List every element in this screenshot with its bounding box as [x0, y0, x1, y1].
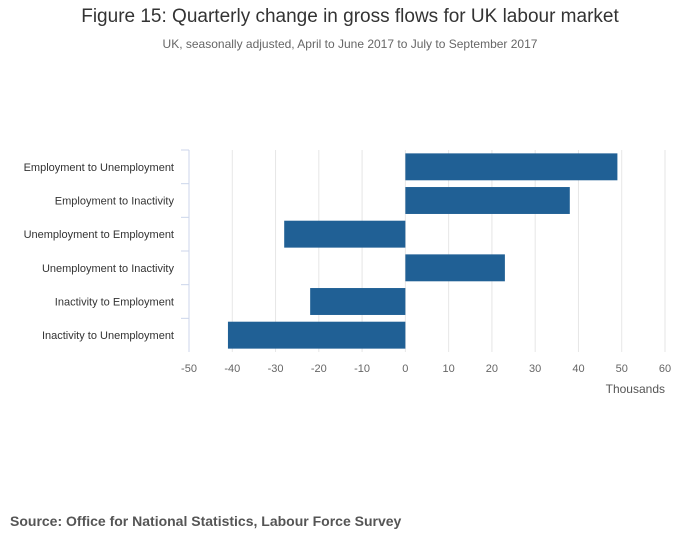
- chart-title: Figure 15: Quarterly change in gross flo…: [81, 6, 619, 27]
- x-tick-label: 60: [659, 363, 671, 375]
- category-label: Inactivity to Unemployment: [42, 330, 174, 342]
- x-tick-label: 30: [529, 363, 541, 375]
- x-tick-label: -10: [354, 363, 370, 375]
- category-label: Employment to Unemployment: [24, 162, 174, 174]
- category-label: Unemployment to Employment: [24, 229, 174, 241]
- x-tick-label: -40: [224, 363, 240, 375]
- bar[interactable]: [405, 153, 618, 181]
- bar-layer: [227, 153, 618, 349]
- chart-subtitle: UK, seasonally adjusted, April to June 2…: [162, 37, 538, 51]
- label-layer: -50 -40 -30 -20 -10 0 10 20 30 40 50 60 Employment t…: [24, 162, 672, 396]
- x-tick-label: 40: [572, 363, 584, 375]
- x-tick-label: 20: [486, 363, 498, 375]
- bar[interactable]: [284, 220, 406, 248]
- bar[interactable]: [227, 321, 406, 349]
- bar[interactable]: [405, 187, 570, 214]
- x-tick-label: -50: [181, 363, 197, 375]
- grid-layer: [181, 149, 666, 352]
- x-tick-label: -30: [268, 363, 284, 375]
- x-axis-title: Thousands: [606, 382, 665, 396]
- bar[interactable]: [405, 254, 505, 282]
- x-tick-label: 50: [616, 363, 628, 375]
- category-label: Unemployment to Inactivity: [42, 263, 175, 275]
- category-label: Inactivity to Employment: [55, 297, 174, 309]
- bar[interactable]: [310, 288, 406, 315]
- source-note: Source: Office for National Statistics, …: [10, 513, 402, 529]
- x-tick-label: 0: [402, 363, 408, 375]
- category-label: Employment to Inactivity: [55, 196, 175, 208]
- x-tick-label: 10: [443, 363, 455, 375]
- x-tick-label: -20: [311, 363, 327, 375]
